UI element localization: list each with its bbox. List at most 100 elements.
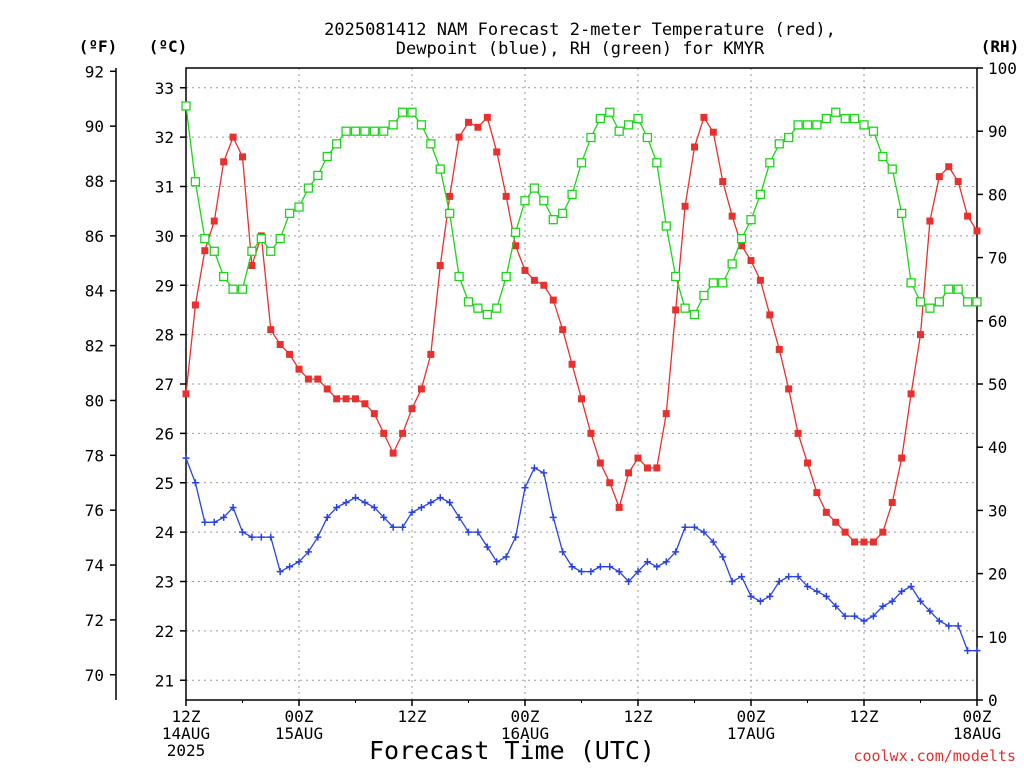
x-tick-label: 12Z [172, 707, 201, 726]
data-point [804, 582, 811, 590]
data-point [417, 385, 425, 393]
data-point [237, 284, 248, 294]
data-point [502, 553, 510, 561]
data-point [587, 429, 595, 437]
data-point [907, 582, 915, 590]
data-point [370, 503, 378, 511]
celsius-tick-label: 30 [155, 227, 174, 246]
data-point [615, 503, 623, 511]
data-point [934, 297, 944, 307]
fahrenheit-tick-label: 92 [85, 62, 104, 81]
data-point [455, 513, 463, 521]
data-point [548, 215, 558, 225]
x-tick-label: 12Z [850, 707, 879, 726]
data-point [840, 113, 850, 124]
series-line [185, 115, 978, 543]
data-point [578, 395, 585, 403]
rh-tick-label: 20 [988, 565, 1007, 584]
data-point [756, 597, 764, 605]
data-point [719, 553, 727, 561]
data-point [672, 548, 680, 556]
data-point [813, 489, 821, 497]
x-tick-label: 00Z [511, 707, 540, 726]
x-tick-label: 12Z [624, 707, 653, 726]
data-point [276, 568, 284, 576]
data-point [248, 262, 256, 269]
data-point [286, 563, 294, 571]
data-point [774, 139, 784, 149]
data-point [322, 151, 332, 162]
data-point [380, 429, 388, 437]
data-point [275, 233, 285, 244]
data-point [907, 390, 915, 398]
celsius-tick-label: 31 [155, 178, 174, 197]
rh-tick-label: 70 [988, 249, 1007, 268]
data-point [210, 217, 218, 225]
data-point [964, 212, 972, 220]
fahrenheit-tick-label: 82 [85, 337, 104, 356]
data-point [474, 528, 482, 536]
data-point [493, 148, 501, 156]
data-point [540, 281, 548, 289]
data-point [662, 410, 670, 418]
data-point [540, 469, 548, 477]
data-point [736, 233, 747, 244]
data-point [596, 563, 604, 571]
data-point [521, 266, 529, 274]
data-point [295, 558, 303, 566]
rh-tick-label: 80 [988, 185, 1007, 204]
data-point [869, 612, 877, 620]
data-point [352, 494, 359, 502]
data-point [408, 508, 416, 516]
x-tick-label: 14AUG [162, 724, 210, 743]
data-point [784, 132, 794, 143]
data-point [370, 410, 378, 418]
data-point [915, 297, 926, 307]
data-point [709, 538, 717, 546]
data-point [247, 246, 257, 256]
data-point [728, 212, 736, 220]
fahrenheit-tick-label: 90 [85, 117, 104, 136]
data-point [785, 573, 793, 581]
data-point [802, 120, 813, 130]
fahrenheit-tick-label: 72 [85, 611, 104, 630]
data-point [643, 558, 651, 566]
x-tick-label: 16AUG [501, 724, 549, 743]
data-point [389, 449, 397, 457]
data-point [455, 133, 463, 141]
data-point [182, 390, 190, 398]
data-point [229, 133, 237, 141]
data-point [286, 350, 294, 358]
data-point [427, 350, 435, 358]
data-point [473, 303, 483, 313]
data-point [350, 126, 361, 136]
data-point [898, 454, 906, 462]
data-point [284, 208, 295, 219]
celsius-tick-label: 22 [155, 622, 174, 641]
data-point [578, 568, 585, 576]
data-point [201, 518, 209, 526]
data-point [652, 158, 662, 168]
data-point [699, 290, 709, 301]
data-point [945, 622, 953, 630]
data-point [973, 227, 981, 235]
data-point [483, 543, 491, 551]
rh-tick-label: 40 [988, 438, 1007, 457]
rh-tick-label: 100 [988, 59, 1017, 78]
data-point [747, 257, 755, 265]
data-point [568, 360, 576, 368]
data-point [549, 296, 557, 304]
data-point [662, 558, 670, 566]
celsius-tick-label: 21 [155, 671, 174, 690]
series-dewpoint [182, 454, 981, 655]
data-point [446, 499, 454, 506]
celsius-tick-label: 26 [155, 424, 174, 443]
data-point [492, 303, 502, 313]
data-point [182, 454, 190, 462]
data-point [520, 196, 530, 206]
data-point [888, 499, 896, 506]
data-point [256, 233, 266, 244]
data-point [709, 128, 717, 136]
data-point [333, 503, 341, 511]
data-point [813, 587, 821, 595]
